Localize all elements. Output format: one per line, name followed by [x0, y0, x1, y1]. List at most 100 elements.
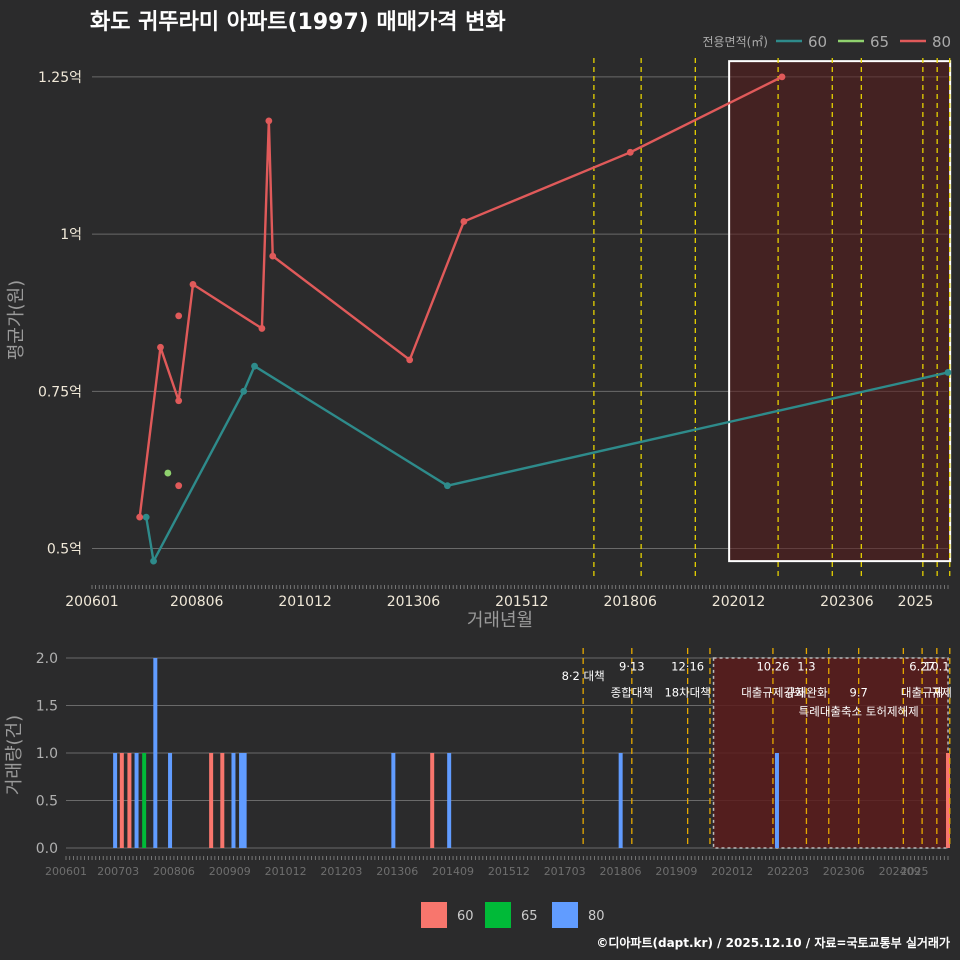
series-line-60 [144, 364, 949, 565]
data-point-80 [778, 73, 786, 81]
policy-annotation: 9·13 [619, 660, 645, 674]
bottom-x-tick-label: 201012 [265, 865, 307, 878]
top-x-axis-title: 거래년월 [467, 610, 533, 631]
data-point-65 [164, 469, 172, 477]
top-x-tick-label: 200601 [65, 594, 118, 610]
bottom-x-tick-label: 200909 [209, 865, 251, 878]
bottom-x-tick-label: 201203 [320, 865, 362, 878]
top-x-tick-label: 201306 [387, 594, 441, 610]
chart-title: 화도 귀뚜라미 아파트(1997) 매매가격 변화 [90, 10, 506, 35]
policy-annotation: 18차대책 [664, 685, 710, 699]
bottom-legend-swatch-80 [552, 902, 578, 928]
bottom-legend-label-60: 60 [457, 909, 474, 924]
policy-annotation: 6.27 [909, 660, 935, 674]
bottom-x-tick-label: 201409 [432, 865, 474, 878]
volume-bar-80 [134, 753, 139, 848]
bottom-legend-swatch-65 [485, 902, 511, 928]
volume-bar-60 [430, 753, 435, 848]
top-highlight-region [728, 60, 952, 563]
bottom-x-tick-label: 201512 [488, 865, 530, 878]
volume-bar-80 [239, 753, 244, 848]
data-point-80-extra [175, 312, 183, 320]
policy-annotation: 대출규제 [901, 685, 943, 699]
bottom-x-tick-label: 200703 [97, 865, 139, 878]
bottom-highlight-region [712, 657, 949, 849]
data-point-80 [157, 343, 164, 351]
bottom-legend-swatch-60 [421, 902, 447, 928]
bottom-x-tick-label: 201806 [600, 865, 642, 878]
bottom-x-tick-label: 200601 [45, 865, 87, 878]
data-point-60 [150, 557, 157, 565]
top-x-tick-label: 201012 [278, 594, 331, 610]
data-point-80 [626, 148, 634, 156]
policy-annotation: 대출규제강화 [741, 685, 805, 699]
data-point-80-extra [175, 482, 183, 490]
data-point-60 [240, 387, 248, 395]
volume-bar-60 [220, 753, 225, 848]
top-x-tick-label: 201512 [495, 594, 548, 610]
policy-annotation: 8·2 대책 [562, 669, 605, 683]
volume-bar-60 [127, 753, 132, 848]
policy-annotation: 10.1 [924, 660, 950, 674]
legend-label-80: 80 [932, 33, 951, 51]
bottom-y-tick-label: 0.5 [36, 794, 58, 810]
top-y-axis-title: 평균가(원) [6, 280, 27, 360]
bottom-y-tick-label: 1.0 [36, 746, 58, 762]
volume-bar-80 [231, 753, 236, 848]
volume-bar-60 [946, 753, 950, 848]
top-x-tick-label: 2025 [898, 594, 934, 610]
data-point-60 [944, 369, 952, 376]
bottom-y-axis-title: 거래량(건) [4, 715, 25, 795]
volume-bar-80 [447, 753, 452, 848]
policy-annotation: 9.7 [850, 685, 868, 699]
volume-bar-80 [618, 753, 623, 848]
policy-annotation: 10.26 [756, 660, 789, 674]
volume-bar-80 [391, 753, 396, 848]
bottom-x-tick-label: 202203 [767, 865, 809, 878]
bottom-x-tick-label: 201909 [655, 865, 697, 878]
data-point-60 [142, 513, 150, 521]
bottom-x-tick-label: 202012 [711, 865, 753, 878]
bottom-legend-label-65: 65 [521, 909, 538, 924]
top-y-tick-label: 1억 [60, 227, 82, 243]
top-x-tick-label: 202012 [712, 594, 765, 610]
bottom-x-tick-label: 202306 [823, 865, 865, 878]
volume-bar-60 [209, 753, 214, 848]
data-point-80 [269, 252, 277, 260]
top-y-tick-label: 0.75억 [38, 384, 82, 400]
top-x-tick-label: 202306 [820, 594, 874, 610]
volume-bar-60 [119, 753, 124, 848]
volume-bar-80 [113, 753, 118, 848]
policy-annotation: 특례대출축소 토허제해제 [799, 704, 919, 718]
series-line-80 [138, 75, 783, 518]
volume-bar-80 [153, 658, 158, 848]
data-point-80 [406, 356, 414, 364]
data-point-80 [460, 218, 468, 225]
volume-bar-80 [774, 753, 779, 848]
policy-annotation: 12·16 [671, 660, 704, 674]
bottom-x-tick-label: 201306 [376, 865, 418, 878]
policy-annotation: 규제 [931, 685, 952, 699]
data-point-80 [175, 397, 183, 405]
bottom-y-tick-label: 1.5 [36, 699, 58, 715]
top-y-tick-label: 0.5억 [47, 542, 82, 558]
bottom-x-tick-label: 200806 [153, 865, 195, 878]
data-point-80 [136, 513, 144, 521]
top-x-tick-label: 201806 [603, 594, 657, 610]
top-x-tick-label: 200806 [170, 594, 224, 610]
top-y-tick-label: 1.25억 [38, 70, 82, 86]
policy-annotation: 종합대책 [611, 685, 653, 699]
data-point-60 [251, 362, 258, 370]
policy-annotation: 규제완화 [785, 685, 828, 699]
volume-bar-65 [142, 753, 147, 848]
legend-label-65: 65 [870, 33, 889, 51]
volume-bar-80 [242, 753, 247, 848]
bottom-legend-label-80: 80 [588, 909, 605, 924]
data-point-80 [258, 325, 266, 332]
legend-title: 전용면적(㎡) [702, 35, 768, 49]
data-point-80 [189, 281, 197, 288]
bottom-y-tick-label: 0.0 [36, 841, 58, 857]
credit-text: ©디아파트(dapt.kr) / 2025.12.10 / 자료=국토교통부 실… [596, 936, 950, 950]
volume-bar-80 [168, 753, 173, 848]
